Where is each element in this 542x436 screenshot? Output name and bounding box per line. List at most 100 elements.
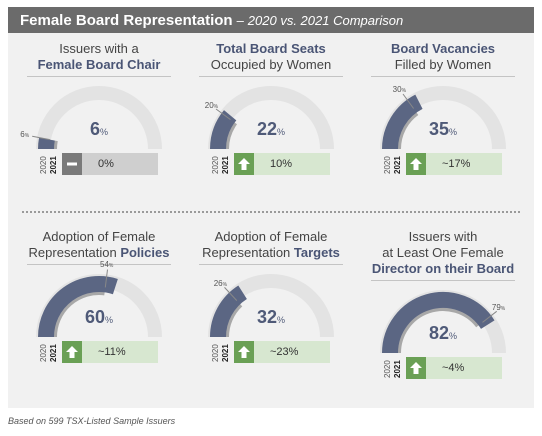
- year-label-2021: 2021: [49, 156, 58, 174]
- year-label-2020: 2020: [39, 344, 48, 362]
- gauge-title: Adoption of Female Representation Policie…: [18, 229, 180, 261]
- gauge-value-2020: 20%: [205, 101, 218, 110]
- section-divider: [22, 211, 520, 213]
- gauge-value-2020-unit: %: [401, 87, 407, 94]
- change-indicator: 10%: [234, 153, 330, 175]
- gauge-panel: Adoption of Female Representation Policie…: [18, 229, 180, 399]
- gauge-leader-line: [224, 287, 238, 301]
- gauge-value-2020: 79%: [492, 303, 505, 312]
- change-indicator: ~4%: [406, 357, 502, 379]
- arrow-up-shape: [238, 346, 250, 358]
- arrow-up-icon-box: [234, 153, 254, 175]
- change-value: 0%: [98, 158, 114, 170]
- gauge-title-text: Director on their Board: [371, 261, 515, 276]
- gauge-value-2020-unit: %: [500, 305, 506, 312]
- header-bar: Female Board Representation – 2020 vs. 2…: [8, 7, 534, 33]
- change-indicator: 0%: [62, 153, 158, 175]
- gauge-chart: [208, 86, 334, 150]
- gauge-title-line: Occupied by Women: [190, 57, 352, 73]
- gauge-value-2021-unit: %: [100, 127, 109, 137]
- gauge-title: Issuers with a Female Board Chair: [18, 41, 180, 73]
- gauge-arc-2021: [210, 110, 237, 150]
- arrow-up-shape: [238, 158, 250, 170]
- dash-shape: [67, 162, 77, 166]
- gauge-panel: Board Vacancies Filled by Women 30% 35% 2020…: [362, 41, 524, 211]
- gauge-title-rule: [371, 280, 515, 281]
- gauge-title-text: Targets: [293, 245, 340, 260]
- year-label-2021: 2021: [221, 344, 230, 362]
- change-indicator: ~11%: [62, 341, 158, 363]
- year-label-2020: 2020: [39, 156, 48, 174]
- gauge-leader-line: [402, 93, 415, 109]
- arrow-up-icon-box: [234, 341, 254, 363]
- year-labels: 2020 2021: [39, 152, 64, 176]
- infographic-frame: Female Board Representation – 2020 vs. 2…: [8, 7, 534, 408]
- gauge-arc-2021: [382, 292, 495, 354]
- gauge-leader-line: [104, 269, 108, 288]
- arrow-up-icon: [238, 158, 250, 170]
- gauge-value-2021-unit: %: [277, 127, 286, 137]
- gauge-value-2021-number: 60: [84, 307, 105, 327]
- footnote: Based on 599 TSX-Listed Sample Issuers: [8, 416, 176, 426]
- year-labels: 2020 2021: [383, 356, 408, 380]
- year-label-2020: 2020: [383, 156, 392, 174]
- gauge-title-rule: [27, 264, 171, 265]
- year-labels: 2020 2021: [383, 152, 408, 176]
- gauge-title-line: Adoption of Female: [190, 229, 352, 245]
- gauge-value-2020-number: 79: [491, 302, 501, 312]
- gauge-chart: [380, 290, 506, 354]
- year-label-2021: 2021: [49, 344, 58, 362]
- gauge-title-text: Adoption of Female: [42, 229, 156, 244]
- gauge-value-2020-unit: %: [24, 132, 30, 139]
- arrow-up-shape: [66, 346, 78, 358]
- gauge-title: Total Board Seats Occupied by Women: [190, 41, 352, 73]
- gauge-value-2021: 6%: [69, 119, 129, 140]
- gauge-title-text: Board Vacancies: [390, 41, 496, 56]
- gauge-panel: Issuers with at Least One Female Director …: [362, 229, 524, 399]
- gauge-value-2021-number: 32: [256, 307, 277, 327]
- gauge-value-2020-number: 20: [204, 100, 214, 110]
- gauge-panel: Adoption of Female Representation Targets…: [190, 229, 352, 399]
- year-label-2020: 2020: [211, 156, 220, 174]
- gauge-chart: [32, 86, 162, 150]
- gauge-arc-2021: [38, 276, 118, 338]
- change-value: ~11%: [98, 346, 126, 358]
- gauge-track: [36, 86, 162, 150]
- gauge-title-rule: [27, 76, 171, 77]
- gauge-value-2021-number: 22: [256, 119, 277, 139]
- arrow-up-icon-box: [406, 153, 426, 175]
- change-value: ~23%: [270, 346, 299, 358]
- gauge-leader-line: [215, 108, 231, 121]
- gauge-title-line: Representation Policies: [18, 245, 180, 261]
- gauge-title-line: Director on their Board: [362, 261, 524, 277]
- gauge-title-rule: [199, 264, 343, 265]
- gauge-title-rule: [199, 76, 343, 77]
- gauge-value-2021-unit: %: [449, 331, 458, 341]
- arrow-up-icon: [238, 346, 250, 358]
- gauge-title-line: Issuers with: [362, 229, 524, 245]
- page-title: Female Board Representation: [20, 11, 233, 29]
- arrow-up-icon: [410, 158, 422, 170]
- change-value: 10%: [270, 158, 293, 170]
- arrow-up-icon: [410, 362, 422, 374]
- year-label-2021: 2021: [221, 156, 230, 174]
- year-label-2021: 2021: [393, 360, 402, 378]
- gauge-panel: Issuers with a Female Board Chair 6% 6% 2020…: [18, 41, 180, 211]
- gauge-title-text: Representation: [202, 245, 294, 260]
- arrow-up-shape: [410, 362, 422, 374]
- dash-icon-box: [62, 153, 82, 175]
- arrow-up-shape: [410, 158, 422, 170]
- gauge-value-2020: 30%: [393, 85, 406, 94]
- gauge-title-text: Representation: [28, 245, 121, 260]
- gauge-title-line: Issuers with a: [18, 41, 180, 57]
- gauge-value-2020-unit: %: [222, 281, 228, 288]
- gauge-title-line: at Least One Female: [362, 245, 524, 261]
- year-labels: 2020 2021: [211, 152, 236, 176]
- gauge-value-2021-unit: %: [449, 127, 458, 137]
- gauge-value-2020: 6%: [20, 130, 29, 139]
- arrow-up-icon: [66, 346, 78, 358]
- page-subtitle: 2020 vs. 2021 Comparison: [247, 12, 404, 28]
- dash-icon: [67, 162, 77, 166]
- gauge-title: Issuers with at Least One Female Director …: [362, 229, 524, 277]
- gauge-value-2021: 60%: [69, 307, 129, 328]
